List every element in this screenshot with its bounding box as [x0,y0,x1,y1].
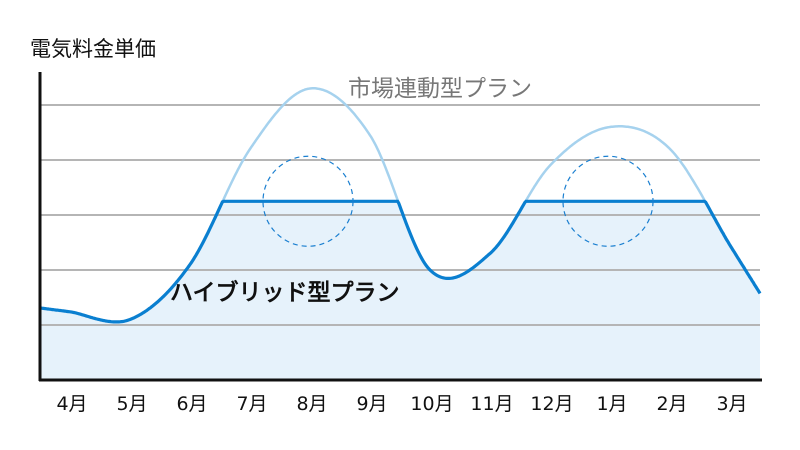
x-tick-label: 10月 [410,393,453,415]
x-tick-label: 11月 [470,393,513,415]
x-tick-label: 4月 [56,393,87,415]
x-tick-label: 9月 [356,393,387,415]
hybrid-plan-label: ハイブリッド型プラン [170,279,400,306]
hybrid-plan-area [40,201,760,380]
x-tick-label: 8月 [296,393,327,415]
x-tick-label: 2月 [656,393,687,415]
y-axis-label: 電気料金単価 [30,37,156,61]
x-tick-label: 7月 [236,393,267,415]
x-tick-label: 12月 [530,393,573,415]
x-tick-label: 1月 [596,393,627,415]
highlight-circle [262,155,354,247]
x-tick-label: 5月 [116,393,147,415]
market-plan-label: 市場連動型プラン [348,76,532,102]
x-tick-label: 6月 [176,393,207,415]
highlight-circle [562,155,654,247]
hybrid-plan-line [39,199,762,324]
x-tick-label: 3月 [716,393,747,415]
